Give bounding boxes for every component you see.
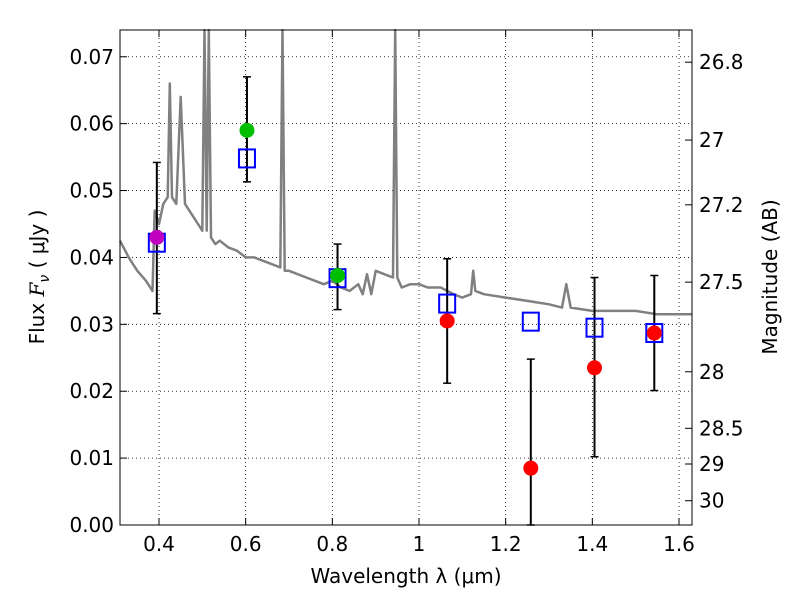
plot-frame: [119, 29, 693, 526]
y-axis-label-suffix: ( μJy ): [25, 210, 49, 275]
x-tick-label: 0.8: [316, 532, 348, 556]
y2-tick-label: 27.5: [699, 270, 744, 294]
y2-tick-label: 27: [699, 128, 724, 152]
x-tick-label: 0.6: [230, 532, 262, 556]
observed-point: [149, 229, 165, 245]
y-axis: 0.00 0.01 0.02 0.03 0.04 0.05 0.06 0.07: [69, 45, 127, 537]
observed-point: [587, 360, 602, 376]
model-photometry-point: [585, 317, 604, 338]
y-tick-label: 0.04: [69, 245, 114, 269]
markers-group: [147, 122, 664, 476]
x-tick-label: 1.2: [490, 532, 522, 556]
y2-tick-label: 29: [699, 452, 724, 476]
y2-tick-label: 30: [699, 489, 724, 513]
y-tick-label: 0.00: [69, 513, 114, 537]
observed-point: [239, 122, 255, 138]
spectrum-line: [118, 28, 692, 316]
y-axis-label-prefix: Flux: [25, 296, 49, 344]
y2-tick-label: 28.5: [699, 416, 744, 440]
observed-point: [646, 325, 662, 341]
y-tick-label: 0.01: [69, 446, 114, 470]
y-tick-label: 0.02: [69, 379, 114, 403]
y2-tick-label: 27.2: [699, 193, 744, 217]
y-tick-label: 0.03: [69, 312, 114, 336]
y-tick-label: 0.07: [69, 45, 114, 69]
x-tick-label: 1.6: [663, 532, 695, 556]
observed-point: [523, 460, 539, 476]
model-photometry-point: [521, 311, 540, 332]
observed-point: [439, 313, 455, 329]
y2-tick-label: 26.8: [699, 50, 744, 74]
y-axis-label-subscript: ν: [37, 275, 53, 283]
x-axis-label: Wavelength λ (μm): [310, 564, 501, 588]
x-tick-label: 1.4: [576, 532, 608, 556]
y2-axis-label: Magnitude (AB): [758, 199, 782, 354]
x-tick-label: 1: [413, 532, 426, 556]
y-axis-label: Flux Fν ( μJy ): [25, 210, 53, 345]
x-axis: 0.4 0.6 0.8 1 1.2 1.4 1.6: [143, 30, 695, 556]
y-axis-label-symbol: F: [25, 281, 49, 297]
spectrum-group: [118, 28, 692, 316]
x-tick-label: 0.4: [143, 532, 175, 556]
observed-point: [330, 267, 346, 283]
y-tick-label: 0.05: [69, 179, 114, 203]
model-photometry-point: [438, 293, 457, 314]
model-photometry-point: [237, 148, 256, 169]
model-photometry-point: [645, 323, 664, 344]
y-tick-label: 0.06: [69, 112, 114, 136]
y2-tick-label: 28: [699, 360, 724, 384]
y2-axis: 26.8 27 27.2 27.5 28 28.5 29 30: [685, 50, 744, 513]
